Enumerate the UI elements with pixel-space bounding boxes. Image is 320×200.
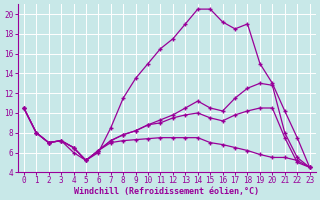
X-axis label: Windchill (Refroidissement éolien,°C): Windchill (Refroidissement éolien,°C) bbox=[74, 187, 259, 196]
